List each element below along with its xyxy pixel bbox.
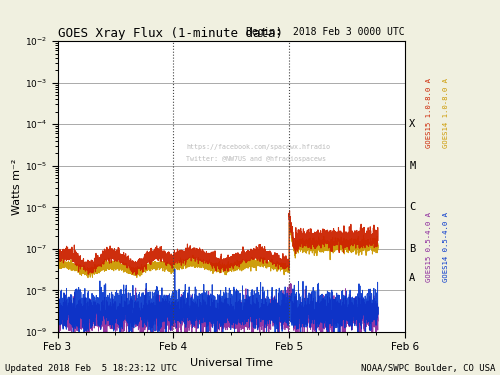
Text: GOES14 1.0-8.0 A: GOES14 1.0-8.0 A [444,78,450,147]
Text: Updated 2018 Feb  5 18:23:12 UTC: Updated 2018 Feb 5 18:23:12 UTC [5,364,177,373]
Text: Twitter: @NW7US and @hfradiospacews: Twitter: @NW7US and @hfradiospacews [186,156,326,162]
Text: M: M [409,161,416,171]
Text: A: A [409,273,416,283]
Text: Begin:  2018 Feb 3 0000 UTC: Begin: 2018 Feb 3 0000 UTC [246,27,405,37]
Text: NOAA/SWPC Boulder, CO USA: NOAA/SWPC Boulder, CO USA [360,364,495,373]
Text: GOES15 0.5-4.0 A: GOES15 0.5-4.0 A [426,213,432,282]
Text: GOES14 0.5-4.0 A: GOES14 0.5-4.0 A [444,213,450,282]
Text: GOES Xray Flux (1-minute data): GOES Xray Flux (1-minute data) [58,27,282,40]
Text: GOES15 1.0-8.0 A: GOES15 1.0-8.0 A [426,78,432,147]
Y-axis label: Watts m⁻²: Watts m⁻² [12,158,22,215]
Text: B: B [409,244,416,254]
Text: X: X [409,119,416,129]
Text: C: C [409,202,416,212]
X-axis label: Universal Time: Universal Time [190,358,273,368]
Text: https://facebook.com/spacewx.hfradio: https://facebook.com/spacewx.hfradio [186,144,330,150]
